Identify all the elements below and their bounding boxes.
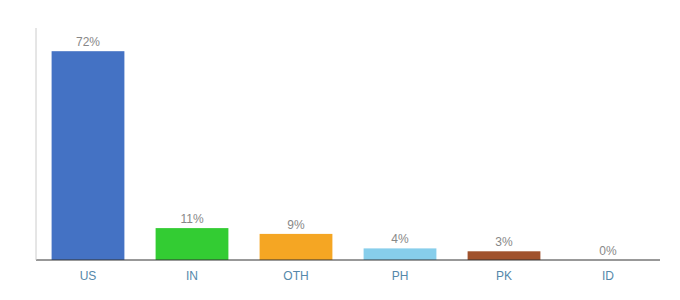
data-label: 72% bbox=[76, 35, 100, 49]
data-label: 0% bbox=[599, 244, 617, 258]
x-tick-label: US bbox=[80, 269, 97, 283]
bar bbox=[156, 228, 229, 260]
x-tick-label: ID bbox=[602, 269, 614, 283]
data-label: 11% bbox=[180, 212, 203, 226]
data-label: 4% bbox=[391, 232, 409, 246]
chart-container: 72% 11% 9% 4% 3% 0% US IN OTH PH PK ID bbox=[0, 0, 680, 300]
x-tick-label: PK bbox=[496, 269, 512, 283]
data-label: 3% bbox=[495, 235, 513, 249]
bar bbox=[52, 51, 125, 260]
x-axis-line bbox=[36, 260, 660, 261]
data-label: 9% bbox=[287, 218, 305, 232]
x-tick-label: PH bbox=[392, 269, 409, 283]
bar bbox=[260, 234, 333, 260]
x-tick-label: IN bbox=[186, 269, 198, 283]
bar bbox=[364, 248, 437, 260]
bar bbox=[468, 251, 541, 260]
y-axis-line bbox=[36, 28, 37, 260]
chart: 72% 11% 9% 4% 3% 0% US IN OTH PH PK ID bbox=[0, 0, 680, 300]
bars bbox=[52, 51, 541, 260]
x-tick-label: OTH bbox=[283, 269, 308, 283]
